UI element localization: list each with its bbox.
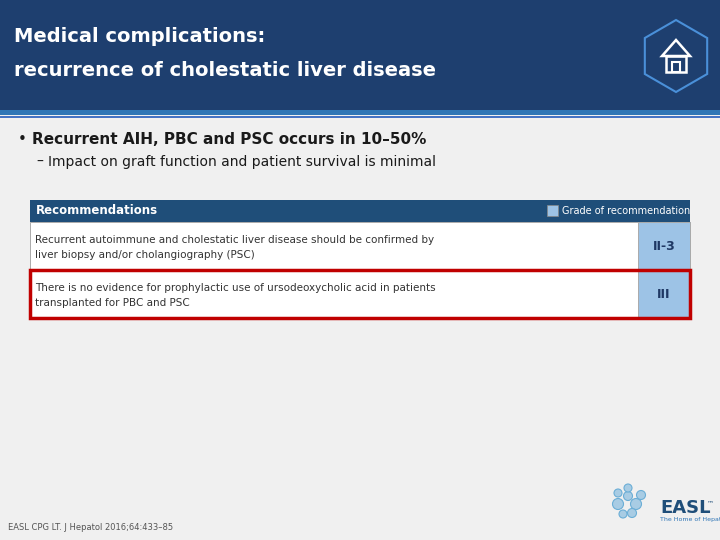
Text: ™: ™: [707, 500, 714, 506]
FancyBboxPatch shape: [0, 116, 720, 118]
Circle shape: [636, 490, 646, 500]
FancyBboxPatch shape: [0, 110, 720, 115]
Text: liver biopsy and/or cholangiography (PSC): liver biopsy and/or cholangiography (PSC…: [35, 249, 255, 260]
FancyBboxPatch shape: [547, 205, 558, 216]
FancyBboxPatch shape: [30, 270, 690, 318]
Text: EASL: EASL: [660, 499, 711, 517]
Text: Recurrent AIH, PBC and PSC occurs in 10–50%: Recurrent AIH, PBC and PSC occurs in 10–…: [32, 132, 426, 147]
Circle shape: [628, 509, 636, 517]
Text: Recommendations: Recommendations: [36, 205, 158, 218]
Text: Impact on graft function and patient survival is minimal: Impact on graft function and patient sur…: [48, 155, 436, 169]
Text: recurrence of cholestatic liver disease: recurrence of cholestatic liver disease: [14, 60, 436, 79]
Polygon shape: [636, 10, 716, 102]
FancyBboxPatch shape: [638, 222, 690, 270]
FancyBboxPatch shape: [638, 270, 690, 318]
Text: II-3: II-3: [652, 240, 675, 253]
Circle shape: [619, 510, 627, 518]
FancyBboxPatch shape: [30, 200, 690, 222]
Text: Grade of recommendation: Grade of recommendation: [562, 206, 690, 216]
Circle shape: [631, 498, 642, 510]
Text: EASL CPG LT. J Hepatol 2016;64:433–85: EASL CPG LT. J Hepatol 2016;64:433–85: [8, 523, 173, 532]
Text: transplanted for PBC and PSC: transplanted for PBC and PSC: [35, 298, 190, 308]
Circle shape: [614, 489, 622, 497]
Text: III: III: [657, 287, 671, 300]
Text: Medical complications:: Medical complications:: [14, 26, 265, 45]
Text: The Home of Hepatology: The Home of Hepatology: [660, 517, 720, 523]
Text: •: •: [18, 132, 27, 147]
FancyBboxPatch shape: [30, 222, 690, 270]
Text: –: –: [36, 155, 43, 169]
Circle shape: [613, 498, 624, 510]
Circle shape: [624, 491, 632, 501]
Text: Recurrent autoimmune and cholestatic liver disease should be confirmed by: Recurrent autoimmune and cholestatic liv…: [35, 235, 434, 245]
Circle shape: [624, 484, 632, 492]
FancyBboxPatch shape: [0, 0, 720, 110]
Text: There is no evidence for prophylactic use of ursodeoxycholic acid in patients: There is no evidence for prophylactic us…: [35, 284, 436, 293]
